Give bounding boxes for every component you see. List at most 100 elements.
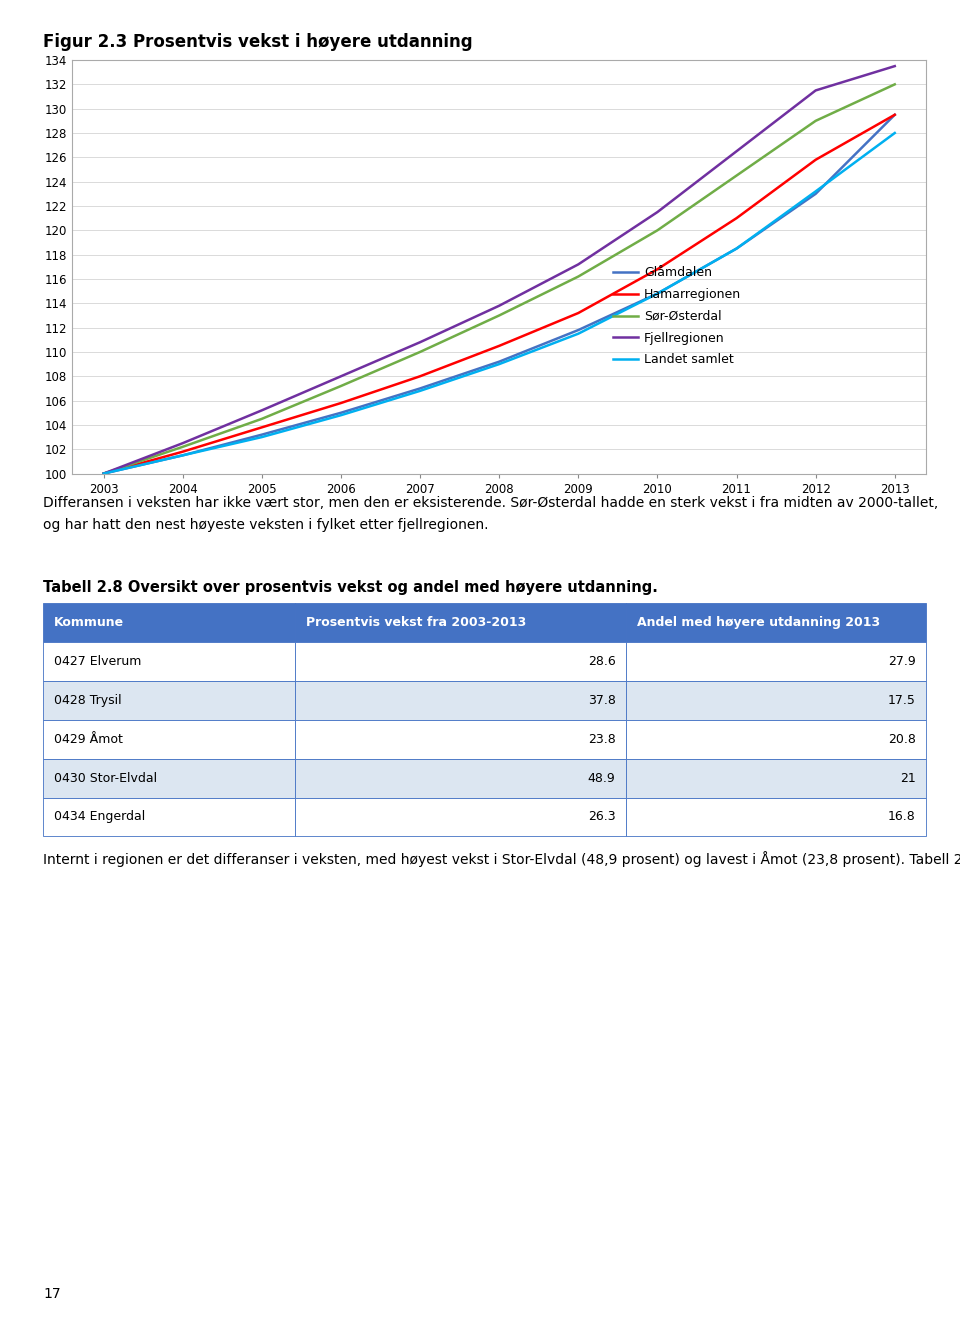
Text: 20.8: 20.8 — [888, 732, 916, 746]
Fjellregionen — [177, 435, 188, 451]
Hamarregionen — [731, 211, 742, 227]
Text: Figur 2.3 Prosentvis vekst i høyere utdanning: Figur 2.3 Prosentvis vekst i høyere utda… — [43, 33, 473, 51]
Fjellregionen — [415, 335, 426, 351]
Bar — [43, 680, 295, 720]
Text: Andel med høyere utdanning 2013: Andel med høyere utdanning 2013 — [636, 616, 879, 628]
Fjellregionen — [256, 403, 268, 419]
Bar — [43, 603, 295, 642]
Landet samlet — [98, 466, 109, 482]
Hamarregionen — [572, 305, 584, 321]
Bar — [626, 603, 926, 642]
Text: Kommune: Kommune — [54, 616, 124, 628]
Landet samlet — [493, 356, 505, 372]
Text: Differansen i veksten har ikke vært stor, men den er eksisterende. Sør-Østerdal : Differansen i veksten har ikke vært stor… — [43, 496, 939, 532]
Sør-Østerdal — [889, 76, 900, 92]
Fjellregionen — [652, 204, 663, 220]
Fjellregionen — [335, 368, 347, 384]
Glåmdalen — [335, 404, 347, 420]
Landet samlet — [810, 183, 822, 199]
Hamarregionen — [415, 368, 426, 384]
Bar — [626, 680, 926, 720]
Glåmdalen — [572, 321, 584, 338]
Bar — [626, 642, 926, 680]
Bar — [43, 720, 295, 759]
Bar — [626, 798, 926, 836]
Glåmdalen — [889, 107, 900, 123]
Sør-Østerdal — [731, 168, 742, 184]
Text: Tabell 2.8 Oversikt over prosentvis vekst og andel med høyere utdanning.: Tabell 2.8 Oversikt over prosentvis veks… — [43, 580, 658, 595]
Text: 0430 Stor-Elvdal: 0430 Stor-Elvdal — [54, 771, 156, 784]
Hamarregionen — [256, 419, 268, 435]
Text: 17: 17 — [43, 1287, 60, 1301]
Line: Hamarregionen: Hamarregionen — [104, 115, 895, 474]
Glåmdalen — [177, 447, 188, 463]
Glåmdalen — [256, 427, 268, 443]
Hamarregionen — [177, 444, 188, 460]
Glåmdalen — [493, 354, 505, 370]
Bar — [295, 759, 626, 798]
Text: 21: 21 — [900, 771, 916, 784]
Sør-Østerdal — [98, 466, 109, 482]
Sør-Østerdal — [415, 344, 426, 360]
Landet samlet — [731, 240, 742, 256]
Text: 0427 Elverum: 0427 Elverum — [54, 655, 141, 668]
Line: Glåmdalen: Glåmdalen — [104, 115, 895, 474]
Landet samlet — [177, 447, 188, 463]
Glåmdalen — [731, 240, 742, 256]
Landet samlet — [889, 125, 900, 141]
Fjellregionen — [572, 256, 584, 272]
Landet samlet — [652, 285, 663, 301]
Fjellregionen — [98, 466, 109, 482]
Sør-Østerdal — [652, 223, 663, 239]
Bar — [626, 720, 926, 759]
Bar — [295, 642, 626, 680]
Fjellregionen — [810, 83, 822, 99]
Text: Prosentvis vekst fra 2003-2013: Prosentvis vekst fra 2003-2013 — [305, 616, 526, 628]
Fjellregionen — [493, 297, 505, 313]
Text: 17.5: 17.5 — [888, 694, 916, 707]
Text: 0429 Åmot: 0429 Åmot — [54, 732, 123, 746]
Bar — [43, 759, 295, 798]
Bar — [295, 798, 626, 836]
Text: 26.3: 26.3 — [588, 811, 615, 823]
Text: 27.9: 27.9 — [888, 655, 916, 668]
Bar — [626, 759, 926, 798]
Text: 28.6: 28.6 — [588, 655, 615, 668]
Fjellregionen — [731, 143, 742, 159]
Sør-Østerdal — [335, 378, 347, 394]
Hamarregionen — [889, 107, 900, 123]
Bar — [295, 720, 626, 759]
Landet samlet — [335, 407, 347, 423]
Hamarregionen — [98, 466, 109, 482]
Sør-Østerdal — [493, 307, 505, 323]
Text: 16.8: 16.8 — [888, 811, 916, 823]
Hamarregionen — [810, 152, 822, 168]
Bar — [295, 680, 626, 720]
Bar — [43, 798, 295, 836]
Bar — [295, 603, 626, 642]
Text: 0428 Trysil: 0428 Trysil — [54, 694, 121, 707]
Line: Sør-Østerdal: Sør-Østerdal — [104, 84, 895, 474]
Text: 37.8: 37.8 — [588, 694, 615, 707]
Hamarregionen — [652, 261, 663, 277]
Line: Fjellregionen: Fjellregionen — [104, 67, 895, 474]
Landet samlet — [256, 430, 268, 446]
Glåmdalen — [415, 380, 426, 396]
Text: Internt i regionen er det differanser i veksten, med høyest vekst i Stor-Elvdal : Internt i regionen er det differanser i … — [43, 851, 960, 867]
Glåmdalen — [810, 185, 822, 201]
Sør-Østerdal — [256, 411, 268, 427]
Landet samlet — [415, 383, 426, 399]
Sør-Østerdal — [810, 113, 822, 129]
Landet samlet — [572, 325, 584, 342]
Line: Landet samlet: Landet samlet — [104, 133, 895, 474]
Bar — [43, 642, 295, 680]
Glåmdalen — [652, 285, 663, 301]
Text: 0434 Engerdal: 0434 Engerdal — [54, 811, 145, 823]
Text: 23.8: 23.8 — [588, 732, 615, 746]
Legend: Glåmdalen, Hamarregionen, Sør-Østerdal, Fjellregionen, Landet samlet: Glåmdalen, Hamarregionen, Sør-Østerdal, … — [608, 261, 746, 371]
Hamarregionen — [335, 395, 347, 411]
Sør-Østerdal — [572, 268, 584, 284]
Glåmdalen — [98, 466, 109, 482]
Text: 48.9: 48.9 — [588, 771, 615, 784]
Fjellregionen — [889, 59, 900, 75]
